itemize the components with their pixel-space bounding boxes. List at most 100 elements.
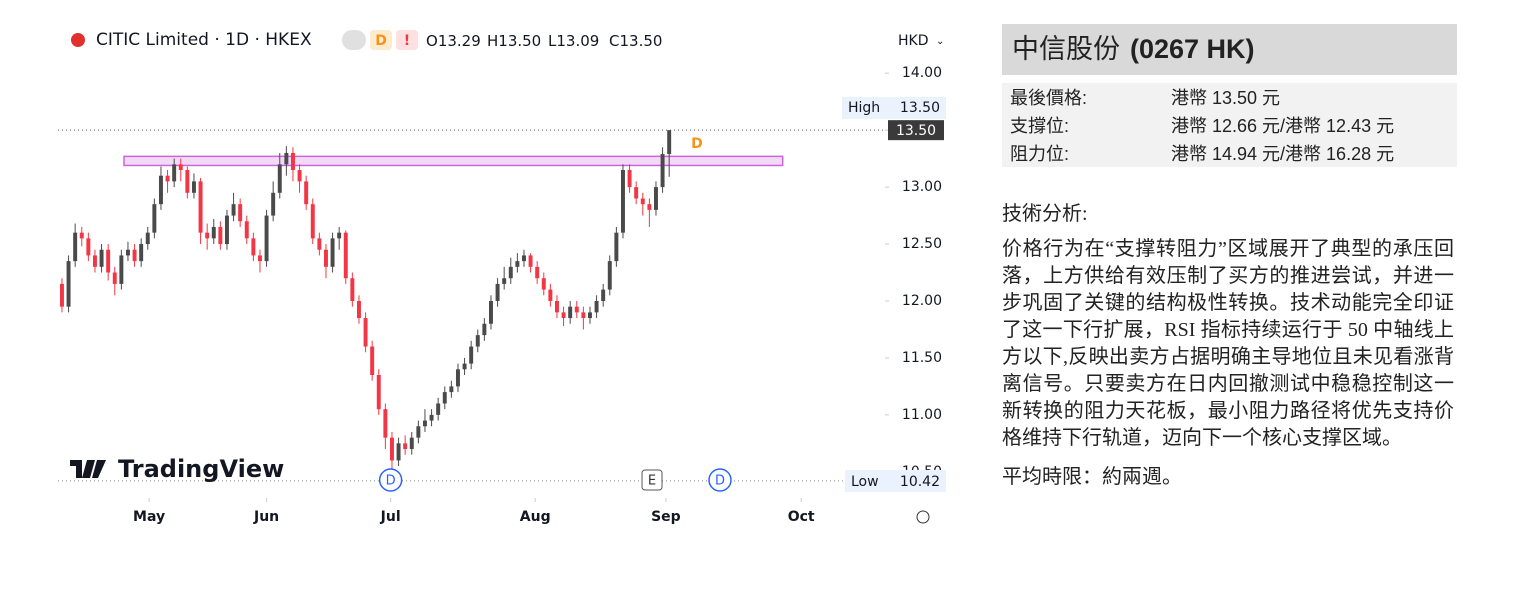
ohlc-item: L13.09: [548, 32, 599, 50]
candle-body: [442, 392, 447, 404]
candle-body: [205, 232, 210, 239]
candle-body: [350, 278, 355, 301]
candle-body: [125, 249, 130, 256]
candle-body: [66, 261, 71, 307]
candle-body: [284, 152, 289, 165]
horizon: 平均時限：約兩週。: [1002, 466, 1182, 488]
event-marker: [708, 468, 732, 492]
candle-body: [488, 300, 493, 324]
candle-body: [462, 363, 467, 370]
candle-body: [132, 249, 137, 262]
table-cell: 最後價格:: [1010, 88, 1088, 108]
chart: CITIC Limited · 1D · HKEX D! O13.29 H13.50 L…: [58, 30, 946, 525]
section-heading: 技術分析:: [1002, 203, 1088, 225]
table-cell: 支撐位:: [1010, 116, 1070, 136]
candle-body: [145, 232, 150, 245]
ohlc-key: C: [609, 32, 619, 50]
chart-header: CITIC Limited · 1D · HKEX: [96, 30, 312, 50]
candle-body: [620, 170, 625, 233]
candle-body: [403, 443, 408, 450]
candle-body: [158, 175, 163, 205]
candle-body: [277, 164, 282, 193]
candle-body: [449, 386, 454, 393]
candle-body: [376, 375, 381, 410]
candle-body: [554, 300, 559, 313]
candle-body: [515, 261, 520, 267]
ohlc-item: H13.50: [487, 32, 541, 50]
event-marker: [378, 468, 403, 492]
y-tick-label: 11.00: [902, 407, 942, 423]
candle-body: [191, 181, 196, 193]
low-label: Low: [851, 474, 879, 490]
candle-body: [436, 403, 441, 415]
badge: [342, 30, 366, 50]
table-row: 支撐位: 港幣 12.66 元/港幣 12.43 元: [1002, 111, 1457, 139]
watermark-logo: [82, 460, 95, 478]
candle-body: [389, 437, 394, 461]
candle-body: [568, 306, 573, 319]
y-tick-label: 13.00: [902, 179, 942, 195]
candle-body: [469, 346, 474, 364]
candle-body: [660, 154, 665, 188]
candle-body: [581, 312, 586, 319]
ohlc-value: 13.50: [619, 32, 662, 50]
price-label-bg: [888, 120, 944, 141]
y-tick-label: 11.50: [902, 350, 942, 366]
watermark: TradingView: [118, 455, 284, 483]
watermark-logo: [76, 460, 82, 478]
candle-body: [396, 443, 401, 461]
candle-body: [627, 170, 632, 188]
candle-body: [211, 226, 216, 239]
table-cell: 阻力位:: [1010, 144, 1070, 164]
currency: HKD: [898, 33, 929, 49]
y-tick-label: 12.00: [902, 293, 942, 309]
high-value: 13.50: [900, 100, 940, 116]
candle-body: [383, 409, 388, 438]
candle-body: [152, 204, 157, 233]
event-marker: [641, 469, 663, 491]
candle-body: [178, 164, 183, 171]
ohlc-key: L: [548, 32, 557, 50]
candle-body: [370, 346, 375, 376]
candle-body: [59, 283, 64, 307]
analysis-text: 价格行为在“支撑转阻力”区域展开了典型的承压回落，上方供给有效压制了买方的推进尝…: [1002, 238, 1454, 449]
candle-body: [574, 306, 579, 313]
candle-body: [594, 300, 599, 313]
x-tick-label: Sep: [651, 509, 681, 525]
y-tick-label: 12.50: [902, 236, 942, 252]
candle-body: [238, 204, 243, 222]
ohlc-value: 13.50: [498, 32, 541, 50]
x-tick-label: May: [133, 509, 165, 525]
x-tick-label: Jul: [380, 509, 401, 525]
badge: [396, 30, 418, 50]
candle-body: [119, 255, 124, 284]
candle-body: [409, 437, 414, 450]
candle-body: [455, 369, 460, 387]
candle-body: [634, 187, 639, 199]
watermark-logo: [92, 460, 106, 478]
currency-caret: ⌄: [936, 36, 944, 47]
candle-body: [528, 255, 533, 267]
table-row: 阻力位: 港幣 14.94 元/港幣 16.28 元: [1002, 139, 1457, 167]
table-cell: 港幣 14.94 元/港幣 16.28 元: [1171, 144, 1395, 164]
candle-body: [337, 232, 342, 239]
ohlc-value: 13.29: [438, 32, 481, 50]
table-row: 最後價格: 港幣 13.50 元: [1002, 83, 1457, 111]
candle-body: [416, 426, 421, 438]
candle-body: [653, 187, 658, 210]
stock-name: 中信股份: [1012, 34, 1120, 64]
panel-title: 中信股份 (0267 HK): [1002, 24, 1457, 75]
last-price-label: 13.50: [896, 123, 936, 139]
candle-body: [99, 249, 104, 267]
candle-body: [495, 283, 500, 301]
candle-body: [640, 198, 645, 205]
x-tick-label: Jun: [253, 509, 279, 525]
candle-body: [535, 266, 540, 279]
flag-label: D: [691, 136, 703, 152]
analysis-panel: 中信股份 (0267 HK) 最後價格: 港幣 13.50 元支撐位: 港幣 12.6…: [1002, 24, 1457, 489]
candle-body: [601, 289, 606, 301]
y-tick-label: 14.00: [902, 65, 942, 81]
stock-code: (0267 HK): [1130, 34, 1255, 64]
candle-body: [429, 414, 434, 421]
